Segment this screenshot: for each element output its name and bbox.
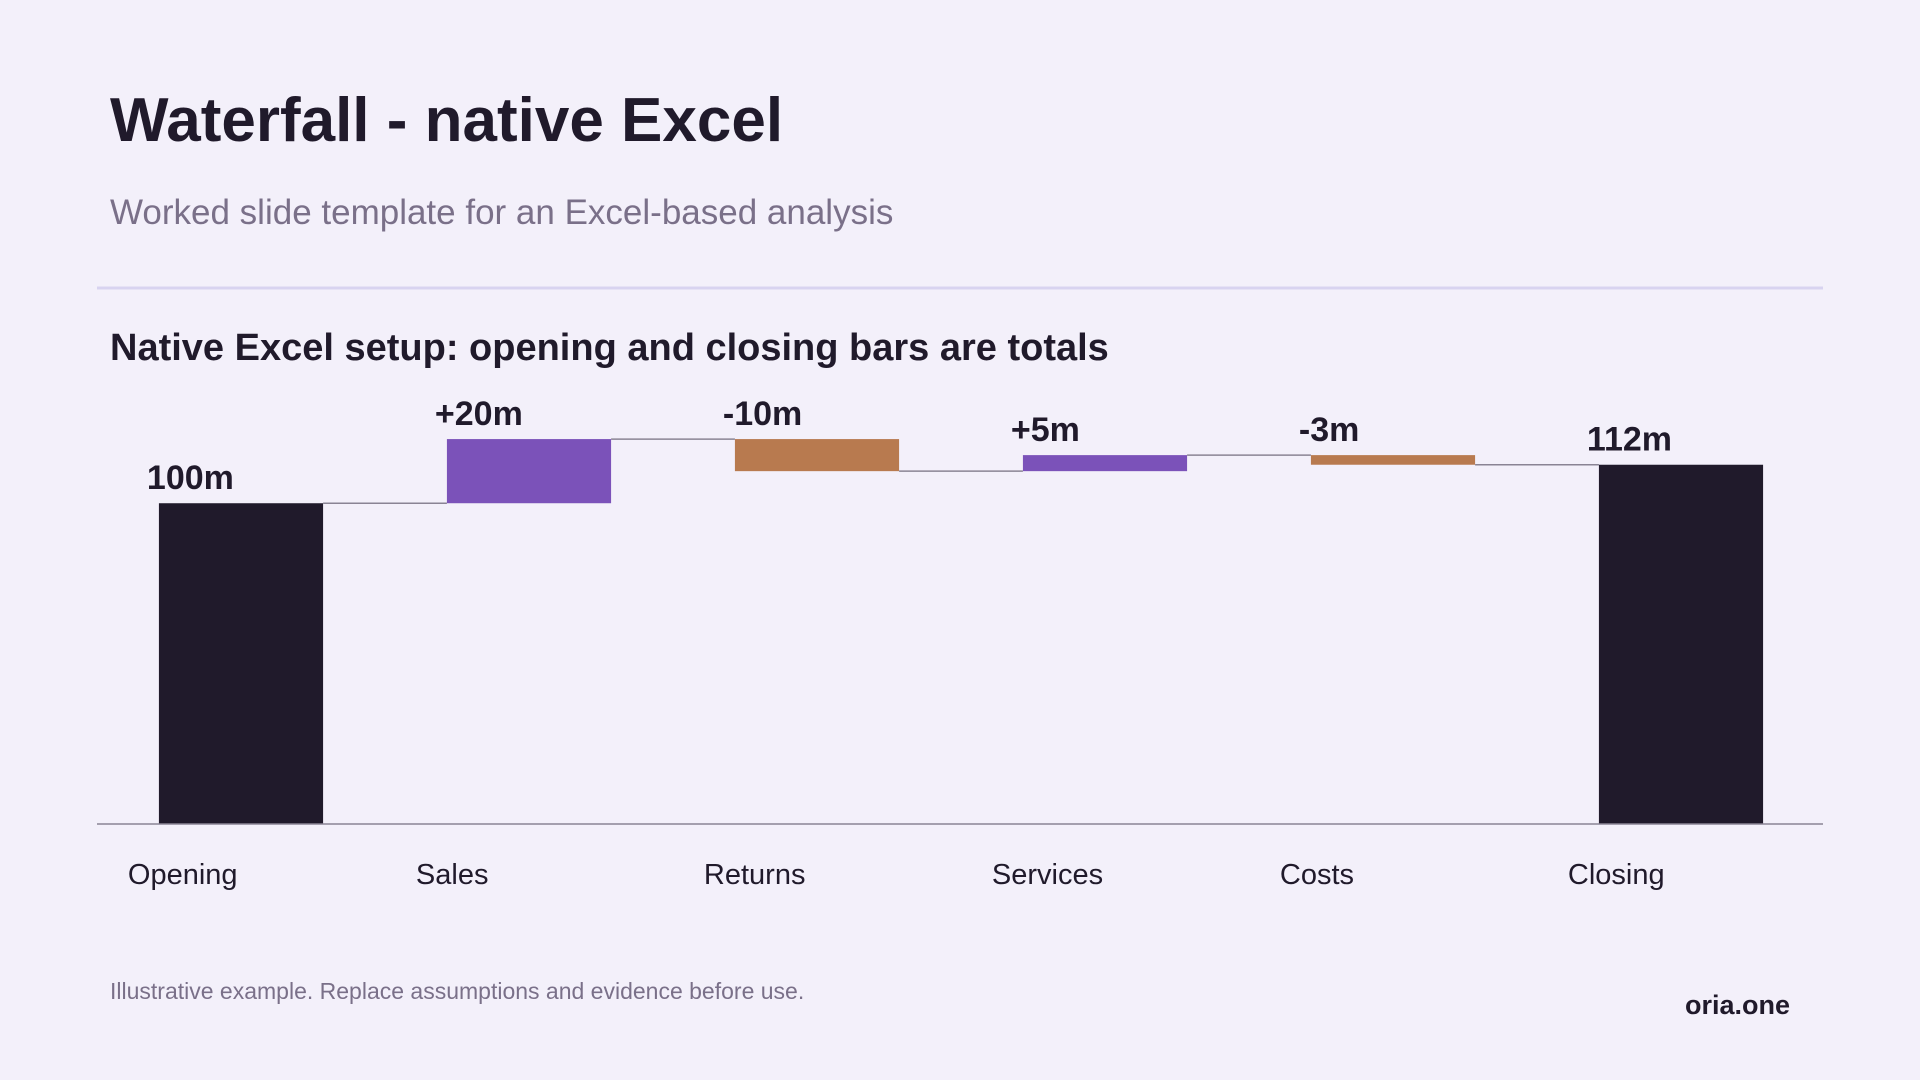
x-tick-label: Sales: [416, 859, 489, 891]
x-tick-label: Costs: [1280, 859, 1354, 891]
title: Waterfall - native Excel: [110, 86, 783, 155]
bar: [158, 503, 324, 824]
value-label: +5m: [1011, 411, 1080, 449]
value-label: 100m: [147, 459, 234, 497]
value-label: -3m: [1299, 411, 1359, 449]
bar: [446, 439, 612, 504]
subtitle: Worked slide template for an Excel-based…: [110, 193, 893, 232]
x-tick-label: Services: [992, 859, 1103, 891]
bar: [1598, 464, 1764, 824]
chart-title: Native Excel setup: opening and closing …: [110, 327, 1109, 369]
bar: [1022, 455, 1188, 472]
value-label: 112m: [1587, 421, 1672, 459]
x-tick-label: Closing: [1568, 859, 1665, 891]
value-label: +20m: [435, 395, 523, 433]
bar: [734, 439, 900, 472]
value-label: -10m: [723, 395, 802, 433]
bar: [1310, 455, 1476, 465]
x-tick-label: Returns: [704, 859, 806, 891]
footnote: Illustrative example. Replace assumption…: [110, 978, 804, 1004]
brand: oria.one: [1685, 990, 1790, 1020]
x-tick-label: Opening: [128, 859, 238, 891]
